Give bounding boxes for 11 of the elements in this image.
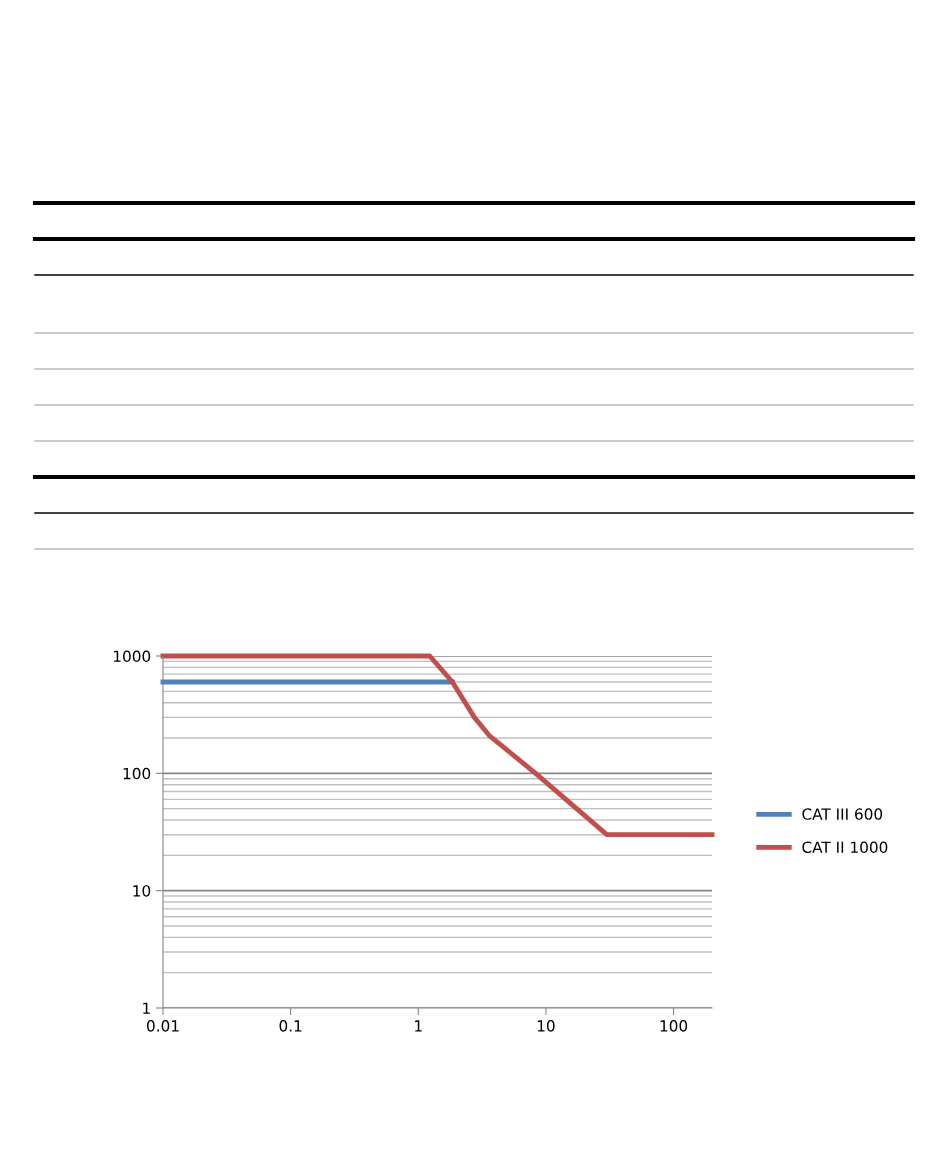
x-tick-label: 0.01 xyxy=(147,1020,179,1032)
y-tick-label: 1 xyxy=(143,1002,150,1014)
x-tick-label: 1 xyxy=(415,1020,422,1032)
x-tick-label: 0.1 xyxy=(279,1020,302,1032)
y-tick-label: 1000 xyxy=(113,650,151,663)
y-tick-label: 10 xyxy=(133,885,151,897)
legend-label: CAT III 600 xyxy=(802,808,883,820)
x-tick-label: 10 xyxy=(537,1020,555,1032)
x-tick-label: 100 xyxy=(660,1020,688,1032)
legend-label: CAT II 1000 xyxy=(802,841,888,853)
y-tick-label: 100 xyxy=(123,767,151,780)
